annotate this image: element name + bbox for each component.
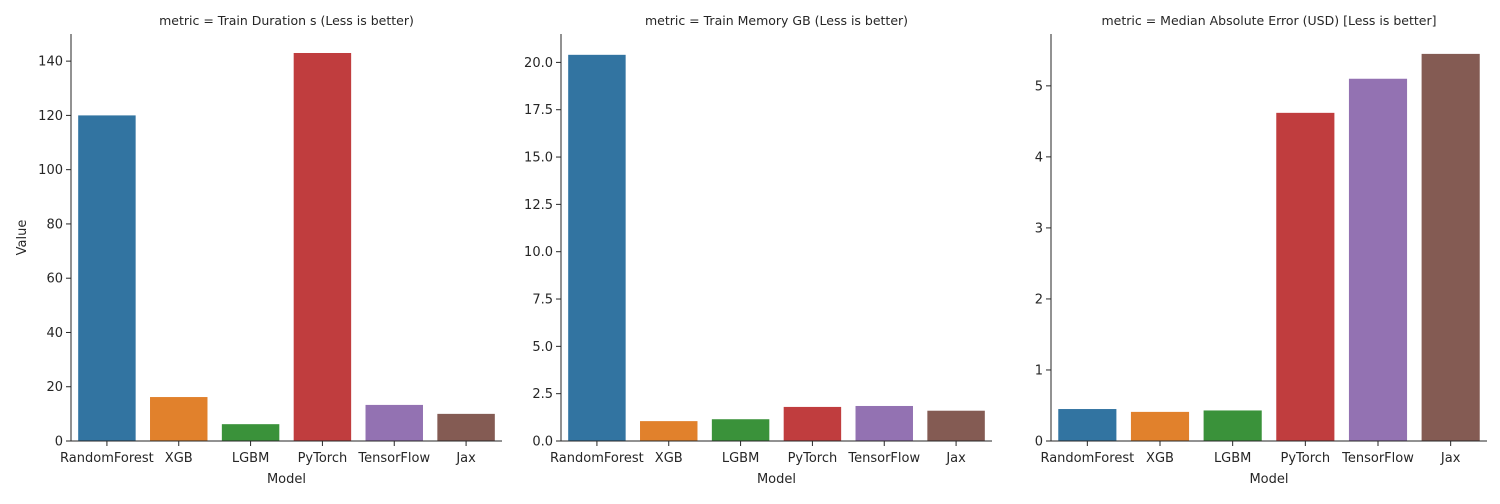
y-tick-label: 140: [38, 55, 63, 70]
panel-title: metric = Train Duration s (Less is bette…: [159, 13, 414, 28]
x-tick-label: RandomForest: [550, 451, 644, 466]
y-tick-label: 3: [1035, 221, 1043, 236]
y-tick-label: 80: [46, 217, 63, 232]
x-tick-label: Jax: [455, 451, 476, 466]
bar-lgbm: [1203, 410, 1262, 441]
facet-panel-1: metric = Train Duration s (Less is bette…: [15, 13, 502, 487]
y-tick-label: 2.5: [532, 387, 553, 402]
y-tick-label: 10.0: [524, 245, 553, 260]
y-tick-label: 15.0: [524, 151, 553, 166]
x-tick-label: XGB: [165, 451, 193, 466]
bar-jax: [1421, 53, 1480, 441]
bar-randomforest: [568, 54, 626, 442]
y-tick-label: 12.5: [524, 198, 553, 213]
bar-tensorflow: [1348, 78, 1408, 441]
y-tick-label: 5.0: [532, 340, 553, 355]
bar-xgb: [150, 397, 208, 441]
x-tick-label: TensorFlow: [847, 451, 920, 466]
bar-lgbm: [221, 424, 280, 441]
y-tick-label: 0: [1035, 435, 1043, 450]
bar-randomforest: [1058, 409, 1117, 441]
y-tick-label: 60: [46, 272, 63, 287]
y-tick-label: 5: [1035, 79, 1043, 94]
x-tick-label: TensorFlow: [357, 451, 430, 466]
y-tick-label: 2: [1035, 292, 1043, 307]
x-tick-label: PyTorch: [1280, 451, 1330, 466]
bar-tensorflow: [365, 404, 423, 441]
y-tick-label: 0.0: [532, 435, 553, 450]
y-tick-label: 7.5: [532, 293, 553, 308]
bar-xgb: [1130, 411, 1190, 441]
y-tick-label: 4: [1035, 150, 1043, 165]
y-tick-label: 40: [46, 326, 63, 341]
bar-tensorflow: [855, 405, 913, 441]
y-tick-label: 17.5: [524, 103, 553, 118]
bar-pytorch: [783, 406, 842, 441]
y-tick-label: 20: [46, 380, 63, 395]
x-tick-label: PyTorch: [298, 451, 348, 466]
y-tick-label: 100: [38, 163, 63, 178]
panel-title: metric = Train Memory GB (Less is better…: [645, 13, 908, 28]
y-tick-label: 120: [38, 109, 63, 124]
y-tick-label: 0: [55, 435, 63, 450]
bar-pytorch: [1276, 112, 1335, 442]
x-tick-label: Jax: [1440, 451, 1461, 466]
bar-lgbm: [711, 419, 770, 441]
facet-panel-3: metric = Median Absolute Error (USD) [Le…: [1035, 13, 1487, 487]
y-axis-label: Value: [15, 220, 30, 256]
bar-jax: [437, 413, 495, 441]
x-tick-label: XGB: [655, 451, 683, 466]
x-tick-label: PyTorch: [788, 451, 838, 466]
y-tick-label: 20.0: [524, 56, 553, 71]
x-axis-label: Model: [267, 472, 306, 487]
x-tick-label: LGBM: [1214, 451, 1251, 466]
bar-randomforest: [78, 115, 136, 442]
y-tick-label: 1: [1035, 363, 1043, 378]
bar-jax: [927, 410, 985, 441]
bar-pytorch: [293, 52, 352, 441]
panel-title: metric = Median Absolute Error (USD) [Le…: [1102, 13, 1437, 28]
x-tick-label: LGBM: [232, 451, 269, 466]
x-tick-label: XGB: [1146, 451, 1174, 466]
bar-xgb: [640, 421, 698, 441]
x-axis-label: Model: [757, 472, 796, 487]
x-axis-label: Model: [1249, 472, 1288, 487]
x-tick-label: TensorFlow: [1341, 451, 1414, 466]
x-tick-label: LGBM: [722, 451, 759, 466]
x-tick-label: RandomForest: [1040, 451, 1134, 466]
x-tick-label: RandomForest: [60, 451, 154, 466]
facet-panel-2: metric = Train Memory GB (Less is better…: [524, 13, 992, 487]
x-tick-label: Jax: [945, 451, 966, 466]
